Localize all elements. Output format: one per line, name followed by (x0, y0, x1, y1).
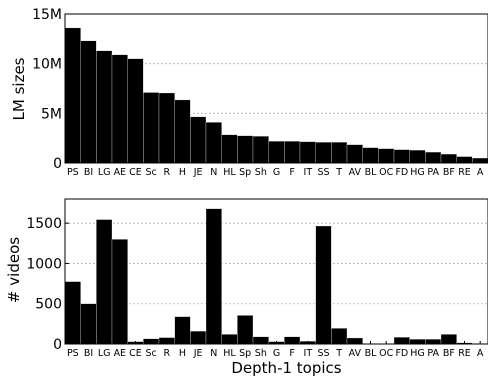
lm-bar-ce (127, 58, 144, 164)
lm-bar-bi (80, 40, 97, 164)
lm-bar-ss (315, 141, 332, 164)
videos-bar-bi (80, 303, 97, 345)
lm-xtick-label: JE (193, 167, 203, 178)
videos-xtick-label: T (335, 348, 342, 359)
lm-bar-f (284, 140, 301, 164)
lm-ylabel: LM sizes (10, 57, 28, 120)
videos-xtick-label: Sh (255, 348, 267, 359)
videos-xtick-label: BL (365, 348, 378, 359)
lm-xtick-label: R (164, 167, 171, 178)
videos-xtick-label: BI (84, 348, 93, 359)
lm-xtick-label: AV (349, 167, 362, 178)
lm-xtick-label: CE (129, 167, 142, 178)
lm-xtick-label: FD (395, 167, 408, 178)
lm-xtick-label: HL (223, 167, 236, 178)
videos-xtick-label: JE (193, 348, 203, 359)
videos-bar-lg (96, 219, 113, 345)
videos-xtick-label: BF (443, 348, 455, 359)
videos-xtick-label: PS (67, 348, 79, 359)
lm-xtick-label: Sc (146, 167, 157, 178)
lm-bar-sh (252, 136, 269, 164)
lm-bar-hl (221, 134, 238, 164)
lm-bar-g (268, 140, 285, 164)
videos-xtick-label: RE (458, 348, 471, 359)
videos-plot-frame (64, 198, 488, 345)
lm-bar-n (205, 122, 222, 164)
videos-xtick-label: AE (114, 348, 127, 359)
lm-bar-h (174, 99, 191, 164)
videos-ytick-label: 500 (35, 297, 62, 313)
videos-xtick-label: HL (223, 348, 236, 359)
lm-ytick-label: 15M (32, 7, 62, 23)
videos-xtick-label: HG (410, 348, 425, 359)
videos-xlabel: Depth-1 topics (231, 359, 341, 376)
videos-xtick-label: Sc (146, 348, 157, 359)
videos-xtick-label: N (210, 348, 217, 359)
lm-xtick-label: BI (84, 167, 93, 178)
lm-xtick-label: A (477, 167, 484, 178)
videos-bar-ae (111, 239, 128, 345)
videos-bar-sp (237, 315, 254, 345)
lm-bar-je (190, 116, 207, 164)
lm-xtick-label: LG (98, 167, 111, 178)
lm-bar-sc (143, 92, 160, 164)
videos-xtick-label: F (289, 348, 294, 359)
videos-ytick-label: 1000 (26, 256, 62, 272)
videos-xtick-label: H (179, 348, 186, 359)
videos-xtick-label: AV (349, 348, 362, 359)
lm-ytick-label: 0 (53, 156, 62, 172)
videos-xtick-label: SS (317, 348, 329, 359)
videos-xtick-label: CE (129, 348, 142, 359)
videos-xtick-label: IT (304, 348, 313, 359)
videos-xtick-label: G (273, 348, 280, 359)
lm-xtick-label: PS (67, 167, 79, 178)
lm-xtick-label: T (335, 167, 342, 178)
lm-bar-r (158, 92, 175, 164)
lm-xtick-label: BF (443, 167, 455, 178)
lm-xtick-label: RE (458, 167, 471, 178)
lm-xtick-label: OC (379, 167, 393, 178)
videos-xtick-label: FD (395, 348, 408, 359)
videos-bar-h (174, 316, 191, 345)
videos-bar-ps (64, 281, 81, 345)
videos-xtick-label: LG (98, 348, 111, 359)
lm-xtick-label: PA (427, 167, 439, 178)
lm-bar-sp (237, 135, 254, 164)
lm-xtick-label: AE (114, 167, 127, 178)
videos-ytick-label: 1500 (26, 216, 62, 232)
lm-bar-ae (111, 54, 128, 164)
videos-bar-ss (315, 225, 332, 345)
videos-ylabel: # videos (5, 237, 23, 303)
videos-xtick-label: OC (379, 348, 393, 359)
lm-xtick-label: HG (410, 167, 425, 178)
lm-xtick-label: IT (304, 167, 313, 178)
videos-bar-n (205, 208, 222, 345)
lm-bar-t (331, 141, 348, 164)
videos-chart: 0 500 1000 1500 PS BI LG AE CE Sc R H JE N HL Sp Sh G F IT S… (5, 198, 488, 376)
videos-xtick-label: A (477, 348, 484, 359)
lm-xtick-label: Sh (255, 167, 267, 178)
lm-bar-ps (64, 27, 81, 164)
lm-xtick-label: H (179, 167, 186, 178)
lm-xtick-label: G (273, 167, 280, 178)
lm-bar-lg (96, 50, 113, 164)
lm-xtick-label: F (289, 167, 294, 178)
lm-xtick-label: SS (317, 167, 329, 178)
lm-xtick-label: N (210, 167, 217, 178)
lm-xtick-label: BL (365, 167, 378, 178)
videos-xtick-label: R (164, 348, 171, 359)
lm-xtick-label: Sp (239, 167, 251, 178)
videos-ytick-label: 0 (53, 337, 62, 353)
lm-bar-it (299, 141, 316, 164)
videos-xtick-label: PA (427, 348, 439, 359)
videos-xtick-label: Sp (239, 348, 251, 359)
lm-ytick-label: 10M (32, 57, 62, 73)
lm-ytick-label: 5M (41, 106, 62, 122)
